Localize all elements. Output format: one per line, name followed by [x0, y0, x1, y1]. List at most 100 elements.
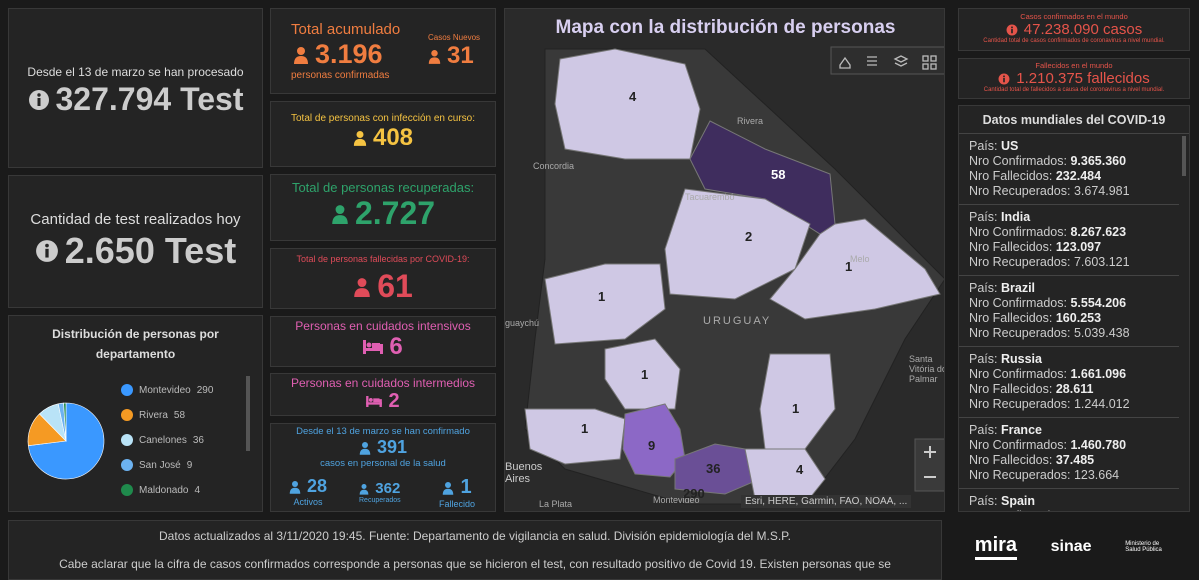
note: Cantidad total de casos confirmados de c… — [983, 38, 1165, 44]
legend-label: Maldonado — [139, 484, 189, 496]
row-value: 7.603.121 — [1073, 255, 1130, 269]
value: 3.196 — [315, 39, 383, 69]
row-value: US — [1000, 139, 1019, 153]
person-icon — [443, 481, 454, 495]
value: 408 — [372, 124, 414, 151]
country-row: Nro Confirmados: 8.267.623 — [969, 225, 1169, 240]
legend-label: Rivera — [139, 409, 168, 421]
person-icon — [353, 131, 367, 146]
value: 327.794 Test — [55, 81, 244, 117]
tool-icons — [839, 55, 937, 70]
place-label: Buenos Aires — [505, 461, 543, 485]
info-icon — [998, 73, 1010, 84]
row-label: Nro Confirmados: — [969, 296, 1067, 310]
footer-line: Cabe aclarar que la cifra de casos confi… — [59, 557, 891, 571]
legend-label: San José — [139, 459, 181, 471]
country-row: Nro Confirmados: 1.661.096 — [969, 367, 1169, 382]
place-label: Tacuarembó — [685, 192, 735, 202]
map-panel: Mapa con la distribución de personas Riv… — [504, 8, 945, 512]
department-label: 1 — [598, 289, 606, 304]
row-label: País: — [969, 139, 998, 153]
department — [544, 263, 666, 345]
value: 1.210.375 fallecidos — [1016, 70, 1150, 87]
info-icon — [1006, 24, 1018, 35]
logo-mira: mira — [974, 534, 1018, 560]
map — [505, 9, 944, 505]
row-label: Nro Recuperados: — [969, 397, 1071, 411]
value: 6 — [389, 333, 403, 360]
legend-item: Rivera 58 — [121, 409, 185, 421]
country-row: País: India — [969, 210, 1169, 225]
country-entry: País: France Nro Confirmados: 1.460.780 Nr… — [959, 418, 1179, 489]
row-value: 8.267.623 — [1070, 225, 1127, 239]
row-value: 1.661.096 — [1070, 367, 1127, 381]
row-value: Spain — [1000, 494, 1036, 508]
label: Total de personas recuperadas: — [291, 180, 475, 195]
place-label: URUGUAY — [703, 315, 772, 327]
row-value: India — [1000, 210, 1031, 224]
row-value: 1.259.366 — [1070, 509, 1126, 511]
row-label: Nro Fallecidos: — [969, 453, 1053, 467]
row-label: Nro Recuperados: — [969, 184, 1071, 198]
country-row: Nro Recuperados: 5.039.438 — [969, 326, 1169, 341]
person-icon — [428, 49, 441, 64]
row-label: Nro Confirmados: — [969, 367, 1067, 381]
title-bar — [505, 9, 944, 47]
place-label: La Plata — [539, 499, 573, 509]
person-icon — [294, 46, 308, 64]
legend-swatch — [121, 409, 133, 421]
label: Desde el 13 de marzo se han confirmado — [296, 426, 470, 437]
department-label: 9 — [648, 438, 656, 453]
legend-item: Montevideo 290 — [121, 384, 213, 396]
row-label: Nro Fallecidos: — [969, 311, 1053, 325]
row-value: 37.485 — [1055, 453, 1095, 467]
department-label: 1 — [845, 259, 853, 274]
row-label: País: — [969, 281, 998, 295]
legend-value: 290 — [196, 384, 214, 396]
label: Total de personas con infección en curso… — [291, 113, 475, 124]
country-row: País: Spain — [969, 494, 1169, 509]
value: 2 — [388, 390, 400, 412]
row-label: Nro Fallecidos: — [969, 169, 1053, 183]
label: Fallecidos en el mundo — [1035, 61, 1113, 70]
country-row: País: Russia — [969, 352, 1169, 367]
tests-processed-panel: Desde el 13 de marzo se han procesado 32… — [8, 8, 263, 168]
department — [769, 218, 941, 320]
footer-line: Datos actualizados al 3/11/2020 19:45. F… — [159, 529, 791, 543]
row-label: Nro Confirmados: — [969, 154, 1067, 168]
logos: mira sinae Ministerio de Salud Pública — [958, 530, 1190, 564]
world-cases-panel: Casos confirmados en el mundo 47.238.090… — [958, 8, 1190, 51]
legend-item: Canelones 36 — [121, 434, 204, 446]
legend-item: San José 9 — [121, 459, 192, 471]
row-value: 9.365.360 — [1070, 154, 1127, 168]
department — [554, 48, 701, 160]
legend-value: 36 — [192, 434, 204, 446]
country-entry: País: India Nro Confirmados: 8.267.623 Nro… — [959, 205, 1179, 276]
list-title: Datos mundiales del COVID-19 — [982, 113, 1166, 127]
info-icon — [35, 240, 58, 262]
person-icon — [332, 204, 348, 224]
legend-value: 4 — [194, 484, 201, 496]
department — [524, 408, 626, 465]
row-value: 5.554.206 — [1070, 296, 1127, 310]
row-value: Brazil — [1000, 281, 1036, 295]
logo-msp: Ministerio de Salud Pública — [1125, 541, 1162, 553]
country-entry: País: Russia Nro Confirmados: 1.661.096 Nr… — [959, 347, 1179, 418]
active-label: Activos — [293, 497, 323, 507]
row-label: Nro Fallecidos: — [969, 240, 1053, 254]
value: 391 — [376, 437, 408, 457]
row-value: France — [1000, 423, 1042, 437]
pie-panel: Distribución de personas por departament… — [8, 315, 263, 512]
icu-panel: Personas en cuidados intensivos 6 — [270, 316, 496, 367]
department — [664, 188, 811, 300]
country-row: Nro Fallecidos: 37.485 — [969, 453, 1169, 468]
country-row: Nro Fallecidos: 28.611 — [969, 382, 1169, 397]
value: 2.650 Test — [64, 230, 237, 271]
recovered-value: 362 — [375, 480, 401, 497]
country-row: País: Brazil — [969, 281, 1169, 296]
legend-swatch — [121, 384, 133, 396]
value: 61 — [377, 268, 413, 304]
place-label: Concordia — [533, 161, 575, 171]
department-label: 290 — [683, 486, 705, 501]
note: Cantidad total de fallecidos a causa del… — [983, 87, 1165, 93]
